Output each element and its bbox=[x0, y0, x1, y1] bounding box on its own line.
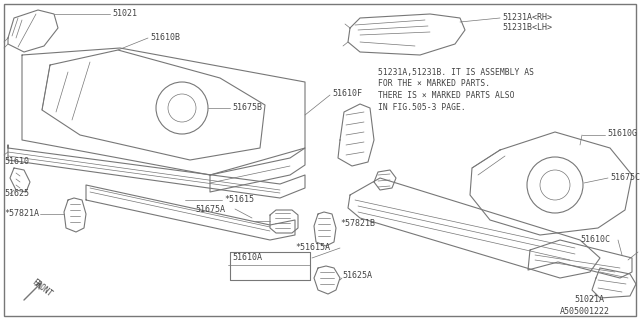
Text: A505001222: A505001222 bbox=[560, 308, 610, 316]
Text: *57821B: *57821B bbox=[340, 220, 375, 228]
Text: 51231A,51231B. IT IS ASSEMBLY AS: 51231A,51231B. IT IS ASSEMBLY AS bbox=[378, 68, 534, 76]
Text: 51675A: 51675A bbox=[195, 204, 225, 213]
Text: 51610: 51610 bbox=[4, 157, 29, 166]
Text: *51615: *51615 bbox=[224, 196, 254, 204]
Text: 51625A: 51625A bbox=[342, 271, 372, 281]
Text: 51021A: 51021A bbox=[574, 295, 604, 305]
Text: THERE IS × MARKED PARTS ALSO: THERE IS × MARKED PARTS ALSO bbox=[378, 92, 515, 100]
Text: 51625: 51625 bbox=[4, 189, 29, 198]
Text: 51231B<LH>: 51231B<LH> bbox=[502, 22, 552, 31]
Text: 51610G: 51610G bbox=[607, 130, 637, 139]
Text: FOR THE × MARKED PARTS.: FOR THE × MARKED PARTS. bbox=[378, 79, 490, 89]
Text: 51021: 51021 bbox=[112, 10, 137, 19]
Text: 51675C: 51675C bbox=[610, 172, 640, 181]
Text: 51231A<RH>: 51231A<RH> bbox=[502, 12, 552, 21]
Text: 51610F: 51610F bbox=[332, 90, 362, 99]
Text: 51675B: 51675B bbox=[232, 103, 262, 113]
Text: IN FIG.505-3 PAGE.: IN FIG.505-3 PAGE. bbox=[378, 103, 466, 113]
Text: *57821A: *57821A bbox=[4, 210, 39, 219]
Text: 51610C: 51610C bbox=[580, 236, 610, 244]
Text: 51610A: 51610A bbox=[232, 253, 262, 262]
Text: FRONT: FRONT bbox=[30, 277, 54, 299]
Text: 51610B: 51610B bbox=[150, 33, 180, 42]
Text: *51615A: *51615A bbox=[295, 244, 330, 252]
